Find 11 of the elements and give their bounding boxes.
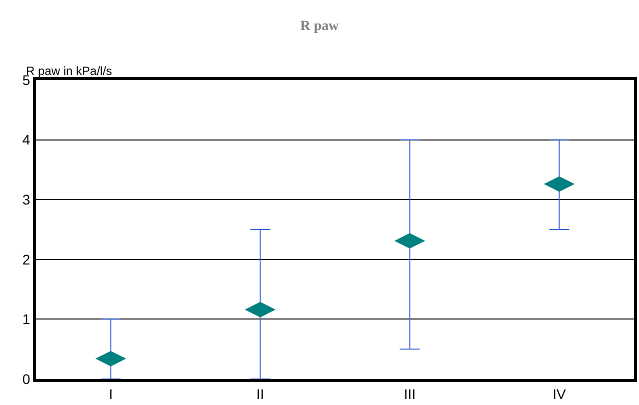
x-tick-label: I [108, 386, 113, 402]
y-tick-label: 2 [22, 251, 30, 268]
y-tick-label: 0 [22, 370, 30, 387]
chart-title: R paw [300, 19, 340, 34]
x-tick-label: II [256, 386, 264, 402]
y-tick-label: 4 [22, 132, 30, 148]
x-tick-label: III [404, 386, 416, 402]
x-tick-label: IV [552, 386, 567, 402]
y-axis-title: R paw in kPa/l/s [26, 64, 112, 78]
y-tick-label: 3 [22, 192, 30, 208]
y-tick-label: 1 [22, 311, 30, 328]
